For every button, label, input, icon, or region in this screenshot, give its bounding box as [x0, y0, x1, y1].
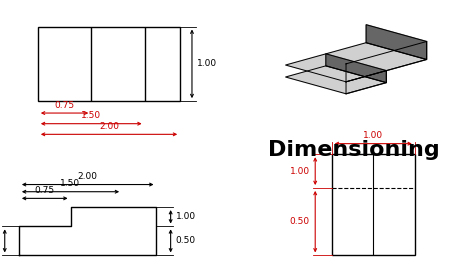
Polygon shape	[285, 43, 427, 82]
Text: 0.75: 0.75	[55, 101, 74, 110]
Text: 1.50: 1.50	[81, 111, 101, 120]
Polygon shape	[346, 70, 386, 94]
Text: 0.50: 0.50	[176, 236, 196, 246]
Text: 0.50: 0.50	[290, 217, 310, 226]
Text: 1.00: 1.00	[176, 212, 196, 221]
Polygon shape	[366, 25, 427, 60]
Text: 2.00: 2.00	[99, 122, 119, 131]
Polygon shape	[285, 66, 386, 94]
Polygon shape	[326, 54, 386, 82]
Bar	[332, 154, 415, 255]
Bar	[38, 27, 180, 101]
Text: 1.00: 1.00	[363, 131, 383, 140]
Polygon shape	[346, 41, 427, 82]
Text: 2.00: 2.00	[78, 172, 98, 181]
Text: 1.50: 1.50	[61, 179, 81, 188]
Text: Dimensioning: Dimensioning	[268, 140, 439, 160]
Text: 1.00: 1.00	[290, 167, 310, 176]
Text: 1.00: 1.00	[197, 59, 217, 68]
Text: 0.75: 0.75	[35, 186, 55, 195]
